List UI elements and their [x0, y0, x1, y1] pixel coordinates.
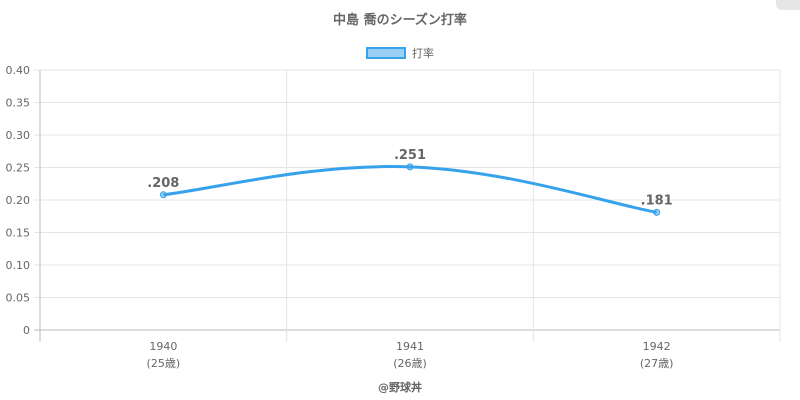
x-tick-label: 1940: [149, 340, 177, 353]
y-tick-label: 0.15: [6, 227, 31, 240]
x-tick-sublabel: (26歳): [393, 357, 427, 370]
legend-label: 打率: [412, 47, 434, 60]
y-tick-label: 0.05: [6, 292, 31, 305]
chart-title: 中島 喬のシーズン打率: [333, 13, 467, 28]
legend-swatch: [366, 47, 406, 59]
y-tick-label: 0.35: [6, 97, 31, 110]
data-label: .251: [394, 148, 426, 163]
y-tick-label: 0: [23, 324, 30, 337]
legend[interactable]: 打率: [0, 45, 800, 61]
data-point: [159, 191, 167, 199]
data-label: .181: [641, 193, 673, 208]
window-edge: [776, 0, 800, 10]
series-line: [163, 165, 657, 214]
x-tick-sublabel: (27歳): [640, 357, 674, 370]
x-tick-sublabel: (25歳): [147, 357, 181, 370]
data-point: [653, 208, 661, 216]
watermark: @野球丼: [378, 381, 422, 394]
y-tick-label: 0.30: [6, 129, 31, 142]
y-tick-label: 0.10: [6, 259, 31, 272]
y-tick-label: 0.25: [6, 162, 31, 175]
x-tick-label: 1941: [396, 340, 424, 353]
data-label: .208: [147, 176, 179, 191]
y-tick-label: 0.20: [6, 194, 31, 207]
data-point: [406, 163, 414, 171]
x-tick-label: 1942: [643, 340, 671, 353]
y-tick-label: 0.40: [6, 64, 31, 77]
